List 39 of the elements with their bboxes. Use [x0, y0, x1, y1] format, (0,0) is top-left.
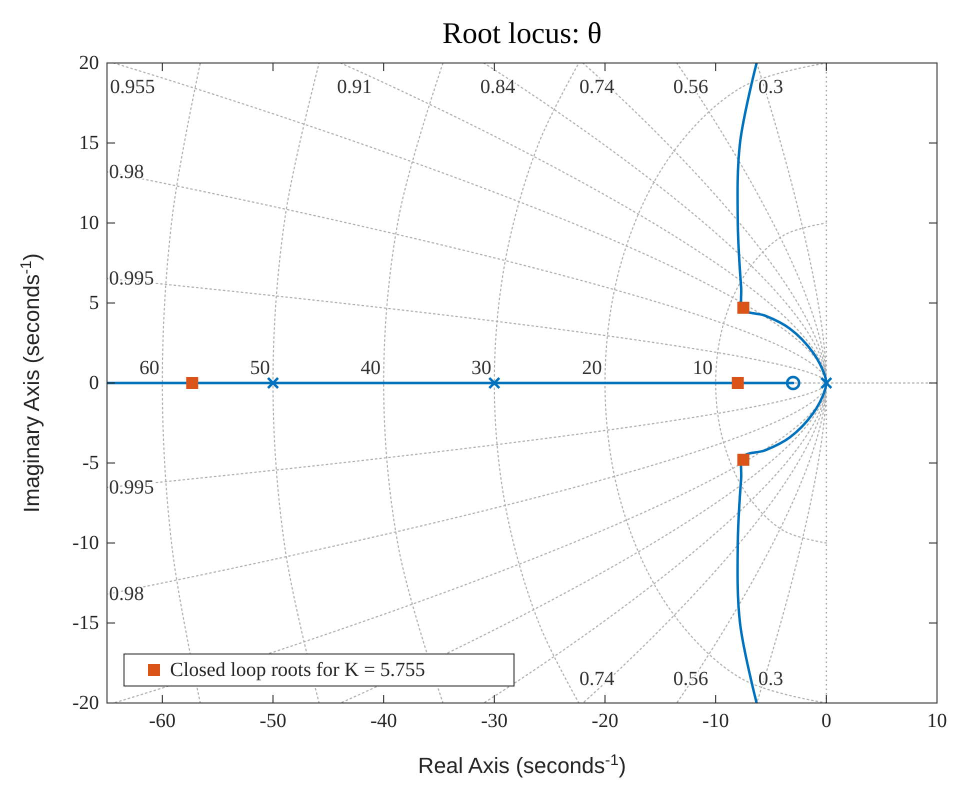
- annotation: 0.995: [109, 476, 154, 498]
- y-tick-label: 5: [89, 292, 99, 314]
- annotation: 0.56: [673, 76, 708, 98]
- x-tick-label: -30: [480, 710, 508, 732]
- annotation: 30: [471, 357, 492, 379]
- y-tick-label: -10: [72, 532, 99, 554]
- x-tick-label: -20: [592, 710, 618, 732]
- x-tick-label: -60: [148, 710, 176, 732]
- y-tick-label: 15: [79, 132, 99, 154]
- x-tick-label: -40: [370, 710, 398, 732]
- annotation: 20: [582, 357, 602, 379]
- x-tick-label: -50: [260, 710, 286, 732]
- x-tick-label: 0: [821, 710, 832, 732]
- x-tick-label: -10: [702, 710, 730, 732]
- legend-label: Closed loop roots for K = 5.755: [170, 659, 426, 681]
- chart-title: Root locus: θ: [442, 17, 602, 50]
- y-tick-label: -20: [72, 692, 99, 714]
- annotation: 0.56: [673, 668, 708, 690]
- y-tick-label: 0: [89, 372, 99, 394]
- annotation: 0.98: [109, 160, 144, 183]
- annotation: 0.995: [109, 268, 154, 290]
- y-tick-label: -15: [72, 612, 99, 634]
- y-tick-label: 10: [79, 212, 99, 234]
- annotation: 0.84: [480, 76, 516, 98]
- x-axis-title: Real Axis (seconds$^{-1}$): [418, 752, 626, 778]
- y-tick-label: -5: [82, 452, 99, 474]
- annotation: 0.3: [758, 668, 784, 690]
- annotation: 0.74: [579, 668, 614, 690]
- x-tick-label: 10: [927, 710, 947, 732]
- annotation: 40: [360, 357, 381, 379]
- annotation: 10: [692, 357, 713, 379]
- annotation: 0.98: [109, 583, 144, 606]
- annotation: 0.955: [110, 76, 155, 98]
- annotation: 0.3: [758, 76, 784, 98]
- annotation: 0.91: [337, 76, 372, 98]
- annotation: 60: [139, 357, 160, 379]
- annotation: 50: [250, 357, 270, 379]
- annotation: 0.74: [579, 76, 614, 98]
- y-tick-label: 20: [79, 52, 99, 74]
